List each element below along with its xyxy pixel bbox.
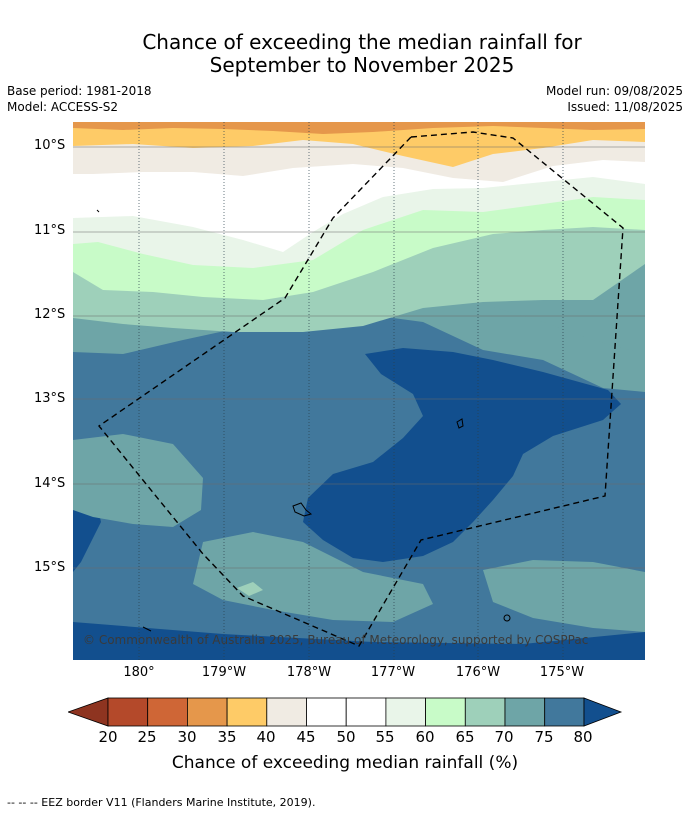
colorbar-tick-40: 40 bbox=[256, 728, 276, 746]
colorbar-bin-50-55 bbox=[345, 697, 387, 727]
lat-label-10s: 10°S bbox=[34, 138, 66, 153]
band-65-70-south bbox=[237, 582, 263, 596]
colorbar-bin-40-45 bbox=[266, 697, 307, 727]
island-b bbox=[292, 502, 313, 517]
colorbar-label: Chance of exceeding median rainfall (%) bbox=[171, 753, 519, 773]
colorbar-bin-75-80 bbox=[544, 697, 585, 727]
meta-left: Base period: 1981-2018 Model: ACCESS-S2 bbox=[7, 83, 152, 115]
lon-label-178w: 178°W bbox=[286, 665, 332, 680]
band-80-plus bbox=[303, 348, 621, 562]
colorbar bbox=[68, 697, 623, 727]
band-70-75-south bbox=[193, 532, 433, 622]
eez-footnote: -- -- -- EEZ border V11 (Flanders Marine… bbox=[7, 796, 316, 809]
eez-border bbox=[97, 131, 624, 647]
colorbar-low-arrow bbox=[68, 697, 109, 727]
colorbar-tick-75: 75 bbox=[534, 728, 554, 746]
band-80-plus-south bbox=[73, 622, 645, 660]
lat-label-12s: 12°S bbox=[34, 307, 66, 322]
map-title: Chance of exceeding the median rainfall … bbox=[0, 31, 690, 77]
colorbar-bin-35-40 bbox=[226, 697, 268, 727]
lat-label-14s: 14°S bbox=[34, 476, 66, 491]
map-canvas bbox=[73, 122, 645, 660]
forecast-map: © Commonwealth of Australia 2025, Bureau… bbox=[73, 122, 645, 660]
lon-label-176w: 176°W bbox=[455, 665, 501, 680]
band-35-40 bbox=[73, 122, 645, 167]
model-name: Model: ACCESS-S2 bbox=[7, 100, 119, 114]
issued-date: Issued: 11/08/2025 bbox=[567, 100, 683, 114]
colorbar-bin-25-30 bbox=[147, 697, 188, 727]
lon-label-180: 180° bbox=[123, 665, 155, 680]
latitude-lines bbox=[73, 146, 645, 569]
colorbar-tick-35: 35 bbox=[217, 728, 237, 746]
colorbar-tick-55: 55 bbox=[375, 728, 395, 746]
copyright-notice: © Commonwealth of Australia 2025, Bureau… bbox=[83, 633, 589, 647]
colorbar-bin-65-70 bbox=[464, 697, 506, 727]
base-period: Base period: 1981-2018 bbox=[7, 84, 152, 98]
colorbar-bin-55-60 bbox=[385, 697, 426, 727]
band-70-75-west bbox=[73, 434, 203, 527]
title-line-1: Chance of exceeding the median rainfall … bbox=[142, 30, 582, 54]
colorbar-bin-30-35 bbox=[187, 697, 228, 727]
island-a bbox=[456, 418, 464, 429]
colorbar-tick-20: 20 bbox=[98, 728, 118, 746]
colorbar-tick-65: 65 bbox=[455, 728, 475, 746]
lat-label-15s: 15°S bbox=[34, 560, 66, 575]
colorbar-tick-80: 80 bbox=[573, 728, 593, 746]
colorbar-tick-50: 50 bbox=[336, 728, 356, 746]
colorbar-tick-25: 25 bbox=[137, 728, 157, 746]
band-30-35 bbox=[73, 122, 645, 134]
lon-label-177w: 177°W bbox=[370, 665, 416, 680]
colorbar-high-arrow bbox=[583, 697, 623, 727]
island-d bbox=[142, 626, 152, 632]
lat-label-13s: 13°S bbox=[34, 391, 66, 406]
island-c bbox=[503, 614, 511, 622]
colorbar-tick-45: 45 bbox=[296, 728, 316, 746]
meta-right: Model run: 09/08/2025 Issued: 11/08/2025 bbox=[546, 83, 683, 115]
lon-label-179w: 179°W bbox=[201, 665, 247, 680]
colorbar-tick-70: 70 bbox=[494, 728, 514, 746]
title-line-2: September to November 2025 bbox=[209, 53, 515, 77]
lat-label-11s: 11°S bbox=[34, 223, 66, 238]
island-e bbox=[96, 209, 100, 213]
colorbar-tick-30: 30 bbox=[177, 728, 197, 746]
model-run: Model run: 09/08/2025 bbox=[545, 84, 683, 98]
colorbar-bin-20-25 bbox=[107, 697, 149, 727]
colorbar-bin-70-75 bbox=[504, 697, 546, 727]
islands bbox=[96, 209, 511, 632]
band-70-75-southeast bbox=[483, 560, 645, 632]
lon-label-175w: 175°W bbox=[539, 665, 585, 680]
colorbar-bin-45-50 bbox=[306, 697, 347, 727]
colorbar-tick-60: 60 bbox=[415, 728, 435, 746]
colorbar-bin-60-65 bbox=[425, 697, 466, 727]
